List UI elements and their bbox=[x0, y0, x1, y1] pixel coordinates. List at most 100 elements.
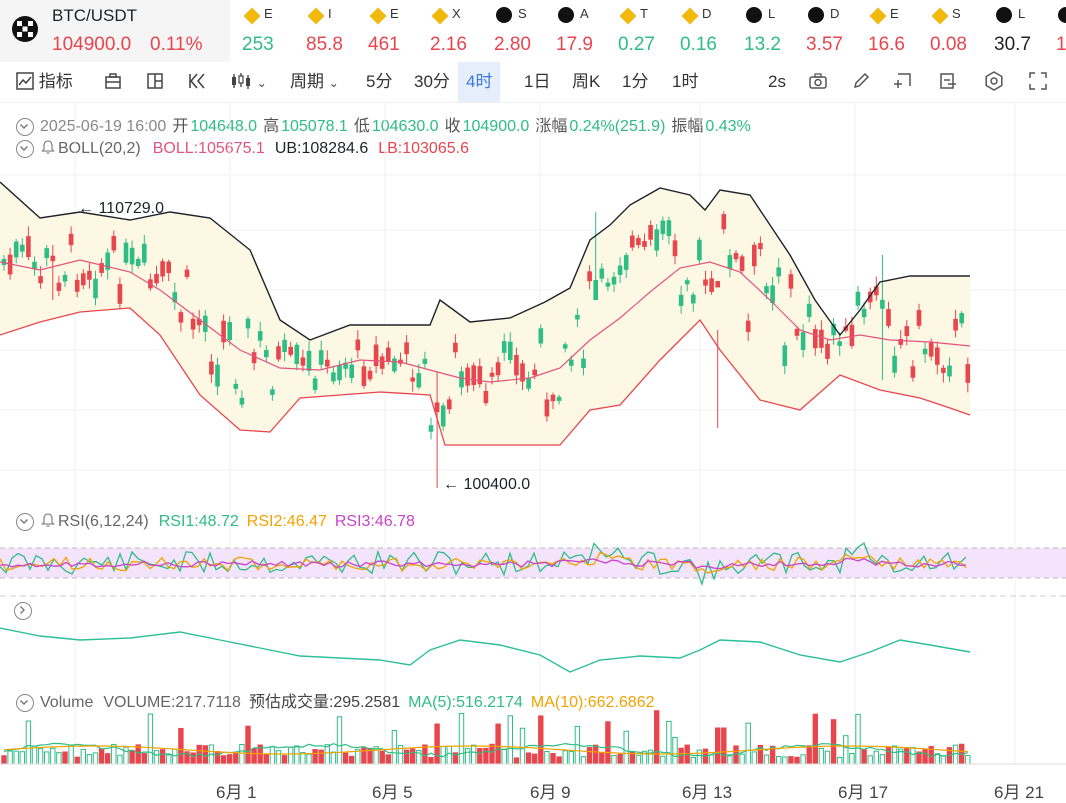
ticker-item[interactable]: E 253 bbox=[242, 0, 298, 62]
bell-icon[interactable] bbox=[40, 512, 56, 528]
volume-bar bbox=[647, 749, 654, 765]
candle-body bbox=[501, 341, 507, 353]
volume-bar bbox=[281, 755, 288, 765]
fullscreen-button[interactable] bbox=[1028, 62, 1048, 102]
ticker-item[interactable]: I 85.8 bbox=[306, 0, 362, 62]
volume-bar bbox=[593, 744, 599, 765]
interval-tab[interactable]: 1时 bbox=[672, 72, 699, 91]
candle-body bbox=[593, 279, 598, 301]
interval-tab[interactable]: 周K bbox=[572, 72, 601, 91]
candle-body bbox=[294, 344, 300, 365]
ticker-item[interactable]: E 461 bbox=[368, 0, 424, 62]
volume-bar bbox=[86, 753, 93, 765]
volume-bar bbox=[788, 756, 794, 765]
expand-panel-button[interactable] bbox=[14, 602, 32, 620]
ticker-item[interactable]: S 2.80 bbox=[494, 0, 550, 62]
candle-body bbox=[526, 378, 531, 389]
indicator-button[interactable]: 指标 bbox=[16, 62, 73, 102]
collapse-chevron-icon[interactable] bbox=[16, 693, 34, 712]
candle-body bbox=[544, 399, 550, 417]
period-dropdown[interactable]: 周期 ⌄ bbox=[290, 62, 339, 102]
chevron-right-icon bbox=[14, 602, 32, 620]
rewind-button[interactable] bbox=[188, 62, 208, 102]
add-box-icon bbox=[894, 73, 911, 88]
ticker-item[interactable]: L 13.2 bbox=[744, 0, 800, 62]
candle-body bbox=[575, 314, 580, 320]
volume-bar bbox=[471, 744, 477, 765]
volume-bar bbox=[873, 750, 879, 765]
volume-bar bbox=[13, 750, 19, 765]
volume-value: VOLUME:217.7118 bbox=[103, 694, 241, 711]
interval-tab[interactable]: 1日 bbox=[524, 72, 551, 91]
ticker-item-value: 16.6 bbox=[868, 34, 905, 55]
open-value: 104648.0 bbox=[190, 118, 258, 135]
ticker-item[interactable]: D 0.16 bbox=[680, 0, 736, 62]
candle-body bbox=[825, 343, 830, 359]
ticker-item[interactable]: 1 bbox=[1056, 0, 1066, 62]
volume-bar bbox=[855, 713, 861, 765]
ticker-item[interactable]: S 0.08 bbox=[930, 0, 986, 62]
interval-tab[interactable]: 5分 bbox=[366, 72, 393, 91]
candle-body bbox=[276, 346, 281, 360]
rsi3-value: RSI3:46.78 bbox=[334, 513, 415, 530]
x-axis-tick-label: 6月 1 bbox=[216, 783, 257, 802]
volume-bar bbox=[44, 751, 50, 765]
ticker-item-symbol: E bbox=[890, 6, 899, 21]
refresh-rate[interactable]: 2s bbox=[768, 72, 786, 91]
volume-bar bbox=[458, 712, 465, 765]
volume-bar bbox=[19, 751, 26, 765]
ticker-item[interactable]: L 30.7 bbox=[994, 0, 1050, 62]
volume-bar bbox=[318, 749, 324, 765]
candle-body bbox=[440, 405, 446, 427]
ticker-item[interactable]: D 3.57 bbox=[806, 0, 862, 62]
interval-tab[interactable]: 4时 bbox=[458, 62, 501, 102]
volume-bar bbox=[952, 744, 959, 765]
low-value: 104630.0 bbox=[371, 118, 439, 135]
volume-bar bbox=[391, 730, 398, 765]
rsi-band-fill bbox=[0, 548, 1066, 578]
arrow-left-icon: ← bbox=[443, 476, 459, 493]
interval-tab[interactable]: 30分 bbox=[414, 72, 450, 91]
candle-body bbox=[648, 225, 653, 240]
volume-bar bbox=[776, 756, 782, 765]
volume-bar bbox=[891, 745, 898, 765]
candle-body bbox=[355, 339, 361, 351]
candle-body bbox=[32, 261, 37, 270]
interval-tab[interactable]: 1分 bbox=[622, 72, 649, 91]
volume-bar bbox=[123, 746, 129, 765]
collapse-chevron-icon[interactable] bbox=[16, 117, 34, 136]
ticker-item[interactable]: A 17.9 bbox=[556, 0, 612, 62]
candle-body bbox=[148, 279, 153, 289]
collapse-chevron-icon[interactable] bbox=[16, 139, 34, 158]
delete-drawings-button[interactable] bbox=[938, 62, 958, 102]
draw-button[interactable] bbox=[852, 62, 872, 102]
volume-bar bbox=[684, 744, 690, 765]
add-indicator-button[interactable] bbox=[894, 62, 914, 102]
volume-bar bbox=[1, 755, 7, 765]
ticker-item-symbol: A bbox=[580, 6, 589, 21]
collapse-chevron-icon[interactable] bbox=[16, 512, 34, 531]
candle-body bbox=[209, 361, 214, 375]
settings-button[interactable] bbox=[984, 62, 1004, 102]
bell-icon[interactable] bbox=[40, 139, 56, 155]
ticker-item[interactable]: X 2.16 bbox=[430, 0, 486, 62]
main-symbol-card[interactable]: BTC/USDT 104900.0 0.11% bbox=[0, 0, 230, 62]
volume-bar bbox=[464, 747, 471, 765]
chart-type-button[interactable]: ⌄ bbox=[230, 62, 267, 102]
volume-bar bbox=[513, 757, 520, 765]
candlestick-icon bbox=[232, 73, 250, 89]
ticker-item[interactable]: E 16.6 bbox=[868, 0, 924, 62]
volume-bar bbox=[739, 753, 745, 765]
screenshot-button[interactable] bbox=[808, 62, 828, 102]
candle-body bbox=[886, 309, 891, 326]
bnb-diamond-icon bbox=[369, 7, 387, 25]
volume-bar bbox=[62, 751, 68, 765]
ticker-item[interactable]: T 0.27 bbox=[618, 0, 674, 62]
candle-body bbox=[227, 322, 232, 341]
volume-bar bbox=[202, 745, 209, 765]
candle-body bbox=[81, 273, 86, 286]
volume-bar bbox=[538, 715, 544, 765]
volume-bar bbox=[715, 727, 721, 765]
layout-button[interactable] bbox=[146, 62, 164, 102]
template-button[interactable] bbox=[104, 62, 122, 102]
